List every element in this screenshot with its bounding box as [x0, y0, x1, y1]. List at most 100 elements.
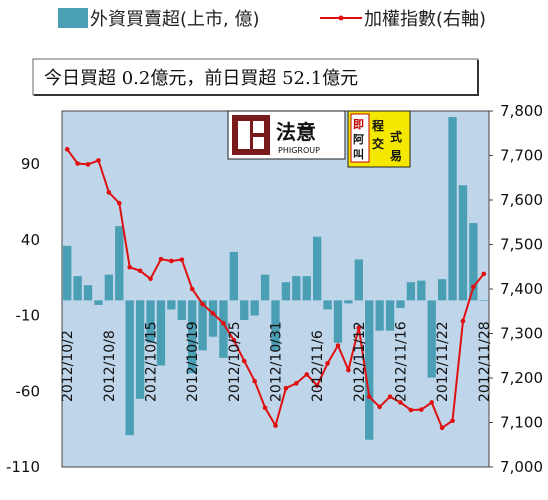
legend-line-marker — [338, 15, 344, 21]
line-point — [450, 418, 455, 424]
line-point — [283, 385, 289, 391]
left-tick-label: -110 — [6, 458, 40, 476]
legend-bar-label: 外資買賣超(上市, 億) — [90, 9, 260, 30]
x-tick-label: 2012/11/12 — [352, 321, 368, 402]
line-point — [429, 400, 435, 405]
bar-series — [63, 117, 488, 440]
legend-line-label: 加權指數(右軸) — [364, 9, 486, 30]
svg-text:即: 即 — [353, 118, 364, 131]
left-axis: 90 40 -10 -60 -110 — [6, 155, 40, 476]
right-tick-label: 7,700 — [500, 147, 543, 165]
bar — [271, 300, 280, 351]
line-point — [481, 271, 487, 277]
svg-text:叫: 叫 — [353, 147, 364, 161]
line-point — [325, 361, 330, 366]
bar — [312, 236, 322, 301]
fayi-logo: 法意 PHIGROUP — [227, 110, 346, 160]
x-tick-label: 2012/11/16 — [393, 321, 409, 402]
line-point — [273, 423, 278, 428]
x-tick-label: 2012/10/25 — [227, 321, 243, 402]
bar — [83, 285, 93, 301]
bar — [385, 300, 395, 331]
line-point — [366, 394, 372, 399]
line-point — [304, 372, 310, 377]
line-point — [231, 337, 237, 343]
line-point — [137, 268, 143, 274]
x-tick-label: 2012/11/28 — [477, 321, 493, 402]
right-tick-label: 7,400 — [500, 280, 543, 298]
left-tick-label: 40 — [21, 231, 40, 249]
line-point — [169, 258, 174, 264]
fayi-logo-text: 法意 — [276, 120, 316, 144]
bar — [156, 300, 166, 366]
bar — [177, 300, 186, 321]
line-point — [179, 257, 185, 262]
right-tick-label: 7,000 — [500, 458, 543, 476]
bar — [250, 300, 259, 316]
x-tick-label: 2012/10/19 — [185, 321, 201, 402]
right-tick-label: 7,300 — [500, 325, 543, 343]
x-tick-label: 2012/10/2 — [60, 330, 76, 402]
line-point — [294, 381, 299, 386]
bar — [188, 300, 197, 374]
bar — [417, 280, 426, 301]
line-point — [148, 276, 153, 282]
right-tick-label: 7,200 — [500, 369, 543, 387]
line-point — [189, 286, 195, 292]
line-point — [377, 404, 382, 410]
bar — [396, 300, 405, 308]
line-point — [408, 407, 414, 413]
bar — [323, 300, 332, 310]
bar — [458, 185, 468, 301]
line-point — [85, 162, 91, 167]
line-point — [471, 284, 476, 290]
fayi-logo-subtext: PHIGROUP — [278, 146, 320, 155]
svg-text:式: 式 — [390, 129, 402, 144]
bar — [208, 300, 218, 337]
bar — [448, 117, 457, 301]
line-point — [241, 358, 247, 364]
line-point — [460, 318, 466, 324]
bar — [427, 300, 436, 378]
bar — [240, 300, 249, 321]
line-point — [127, 264, 132, 270]
line-point — [262, 405, 268, 411]
bar — [344, 300, 353, 304]
right-tick-label: 7,500 — [500, 236, 543, 254]
bar — [104, 274, 114, 301]
right-axis: 7,800 7,700 7,600 7,500 7,400 7,300 7,200 7,100… — [489, 102, 543, 476]
line-point — [64, 146, 70, 152]
line-point — [106, 190, 112, 195]
line-point — [419, 407, 424, 412]
x-tick-label: 2012/11/6 — [310, 330, 326, 402]
line-point — [252, 378, 257, 384]
right-tick-label: 7,800 — [500, 102, 543, 120]
svg-text:易: 易 — [390, 149, 402, 163]
ahjiao-logo: 即 阿 叫 程 式 交 易 — [347, 110, 411, 168]
note-text: 今日買超 0.2億元，前日買超 52.1億元 — [44, 68, 358, 89]
left-tick-label: -10 — [16, 307, 41, 325]
bar — [281, 282, 291, 301]
line-point — [387, 394, 393, 399]
bar — [365, 300, 374, 440]
line-point — [335, 343, 341, 348]
bar — [437, 279, 447, 301]
x-tick-label: 2012/11/22 — [435, 321, 451, 402]
line-point — [314, 383, 320, 388]
line-point — [356, 325, 362, 331]
bar — [167, 300, 176, 310]
line-point — [346, 367, 351, 373]
bar — [302, 276, 311, 301]
line-point — [96, 158, 101, 163]
bar — [219, 300, 228, 358]
line-point — [75, 161, 80, 166]
bar — [406, 282, 416, 301]
legend-bar-swatch — [58, 8, 88, 28]
right-tick-label: 7,600 — [500, 191, 543, 209]
bar — [229, 251, 239, 301]
bar — [198, 300, 207, 351]
line-point — [398, 400, 403, 405]
bar — [94, 300, 103, 305]
